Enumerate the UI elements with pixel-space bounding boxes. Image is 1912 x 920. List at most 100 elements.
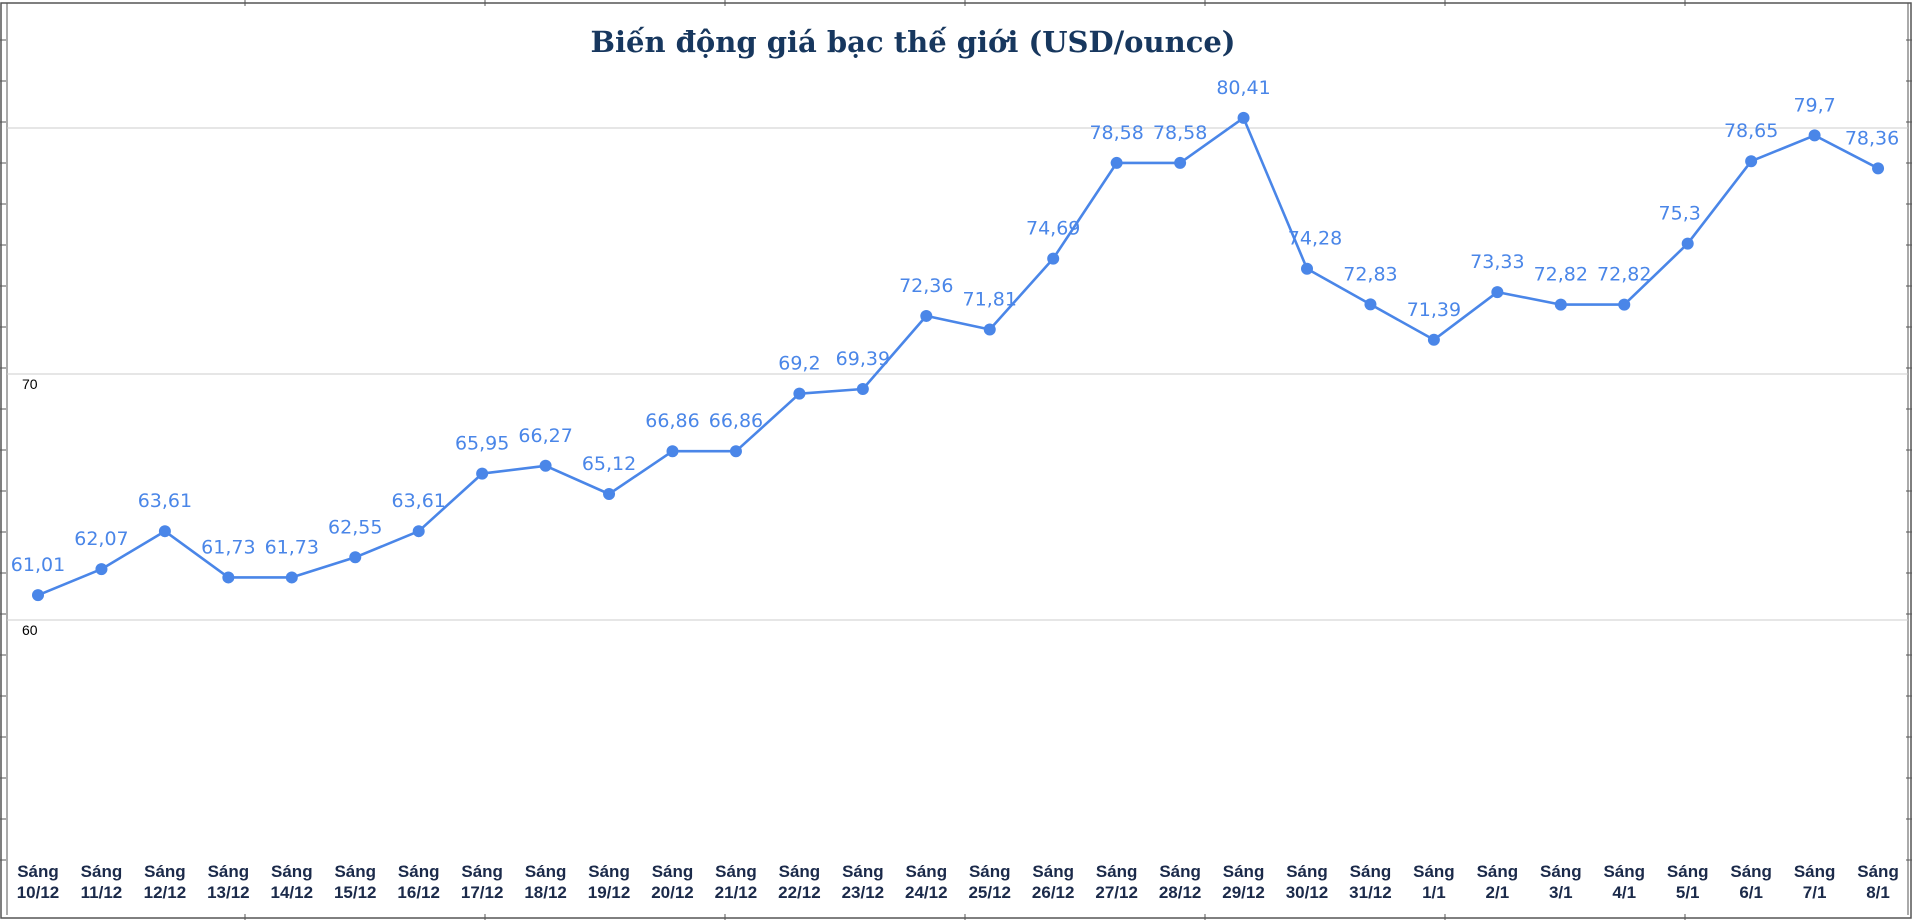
data-point bbox=[1808, 129, 1821, 142]
x-tick-label: Sáng 21/12 bbox=[715, 862, 758, 902]
data-point bbox=[920, 309, 933, 322]
x-tick-label: Sáng 8/1 bbox=[1857, 862, 1899, 902]
data-label: 79,7 bbox=[1793, 94, 1835, 116]
data-point bbox=[1237, 111, 1250, 124]
data-label: 61,01 bbox=[11, 554, 65, 576]
gridlines bbox=[7, 127, 1908, 621]
x-tick-label: Sáng 11/12 bbox=[81, 862, 123, 902]
data-label: 78,58 bbox=[1153, 122, 1207, 144]
data-label: 66,86 bbox=[709, 410, 763, 432]
x-tick-label: Sáng 13/12 bbox=[207, 862, 250, 902]
chart-title: Biến động giá bạc thế giới (USD/ounce) bbox=[590, 25, 1235, 59]
data-label: 62,55 bbox=[328, 516, 382, 538]
x-tick-label: Sáng 7/1 bbox=[1794, 862, 1836, 902]
data-point bbox=[1681, 237, 1694, 250]
data-point bbox=[349, 551, 362, 564]
x-tick-label: Sáng 24/12 bbox=[905, 862, 948, 902]
x-tick-label: Sáng 27/12 bbox=[1095, 862, 1138, 902]
data-label: 61,73 bbox=[265, 536, 319, 558]
data-point bbox=[1174, 156, 1187, 169]
x-tick-label: Sáng 17/12 bbox=[461, 862, 504, 902]
data-label: 74,28 bbox=[1288, 228, 1342, 250]
data-point bbox=[1491, 286, 1504, 299]
x-tick-label: Sáng 19/12 bbox=[588, 862, 631, 902]
x-tick-label: Sáng 1/1 bbox=[1413, 862, 1455, 902]
data-label: 73,33 bbox=[1470, 251, 1524, 273]
x-tick-label: Sáng 5/1 bbox=[1667, 862, 1709, 902]
data-point bbox=[856, 383, 869, 396]
data-label: 61,73 bbox=[201, 536, 255, 558]
x-tick-label: Sáng 23/12 bbox=[842, 862, 885, 902]
x-axis: Sáng 10/12 Sáng 11/12 Sáng 12/12 Sáng 13/12 Sáng… bbox=[17, 862, 1899, 902]
x-tick-label: Sáng 4/1 bbox=[1603, 862, 1645, 902]
data-point bbox=[476, 467, 489, 480]
data-label: 72,82 bbox=[1597, 264, 1651, 286]
data-label: 71,81 bbox=[963, 288, 1017, 310]
data-labels: 61,01 62,07 63,61 61,73 61,73 62,55 63,61 65,95… bbox=[11, 77, 1899, 576]
x-tick-label: Sáng 10/12 bbox=[17, 862, 60, 902]
data-point bbox=[222, 571, 235, 584]
y-axis: 60 70 bbox=[22, 376, 38, 638]
data-point bbox=[1554, 298, 1567, 311]
x-tick-label: Sáng 20/12 bbox=[651, 862, 694, 902]
x-tick-label: Sáng 14/12 bbox=[271, 862, 314, 902]
data-point bbox=[1745, 155, 1758, 168]
data-point bbox=[729, 445, 742, 458]
x-tick-label: Sáng 2/1 bbox=[1477, 862, 1519, 902]
data-point bbox=[95, 563, 108, 576]
x-tick-label: Sáng 28/12 bbox=[1159, 862, 1202, 902]
x-tick-label: Sáng 18/12 bbox=[524, 862, 567, 902]
x-tick-label: Sáng 12/12 bbox=[144, 862, 187, 902]
data-label: 75,3 bbox=[1659, 203, 1701, 225]
x-tick-label: Sáng 29/12 bbox=[1222, 862, 1265, 902]
data-label: 80,41 bbox=[1216, 77, 1270, 99]
data-point bbox=[412, 525, 425, 538]
x-tick-label: Sáng 15/12 bbox=[334, 862, 377, 902]
x-tick-label: Sáng 31/12 bbox=[1349, 862, 1392, 902]
data-point bbox=[1364, 298, 1377, 311]
x-tick-label: Sáng 16/12 bbox=[397, 862, 440, 902]
data-label: 74,69 bbox=[1026, 218, 1080, 240]
data-label: 63,61 bbox=[138, 490, 192, 512]
series-line bbox=[37, 116, 1879, 597]
data-label: 72,36 bbox=[899, 275, 953, 297]
series-line-group bbox=[37, 116, 1879, 597]
data-label: 65,95 bbox=[455, 433, 509, 455]
data-label: 78,36 bbox=[1845, 127, 1899, 149]
x-tick-label: Sáng 26/12 bbox=[1032, 862, 1075, 902]
data-point bbox=[285, 571, 298, 584]
data-point bbox=[666, 445, 679, 458]
data-point bbox=[1047, 252, 1060, 265]
data-point bbox=[1110, 156, 1123, 169]
data-label: 66,86 bbox=[645, 410, 699, 432]
data-point bbox=[603, 488, 616, 501]
data-point bbox=[1618, 298, 1631, 311]
data-label: 71,39 bbox=[1407, 299, 1461, 321]
data-point bbox=[793, 387, 806, 400]
data-point bbox=[539, 459, 552, 472]
x-tick-label: Sáng 30/12 bbox=[1286, 862, 1329, 902]
y-tick-label-60: 60 bbox=[22, 622, 38, 638]
data-label: 66,27 bbox=[518, 425, 572, 447]
x-tick-label: Sáng 25/12 bbox=[968, 862, 1011, 902]
y-tick-label-70: 70 bbox=[22, 376, 38, 392]
data-label: 63,61 bbox=[391, 490, 445, 512]
x-tick-label: Sáng 3/1 bbox=[1540, 862, 1582, 902]
data-label: 62,07 bbox=[74, 528, 128, 550]
data-point bbox=[1872, 162, 1885, 175]
x-tick-label: Sáng 6/1 bbox=[1730, 862, 1772, 902]
data-point bbox=[1427, 333, 1440, 346]
data-point bbox=[158, 525, 171, 538]
data-point bbox=[1301, 262, 1313, 275]
data-label: 69,39 bbox=[836, 348, 890, 370]
data-point bbox=[32, 589, 44, 602]
data-label: 78,65 bbox=[1724, 120, 1778, 142]
data-label: 69,2 bbox=[778, 353, 820, 375]
data-label: 72,82 bbox=[1534, 264, 1588, 286]
data-label: 78,58 bbox=[1089, 122, 1143, 144]
